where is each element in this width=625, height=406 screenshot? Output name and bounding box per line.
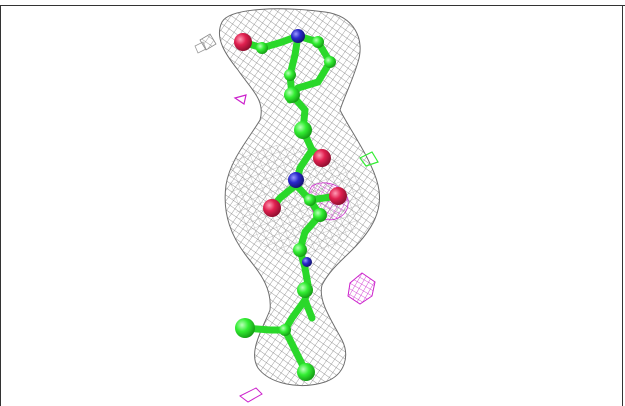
- carbon-atom: [313, 208, 327, 222]
- carbon-atom: [293, 243, 307, 257]
- density-mesh: [194, 8, 380, 386]
- carbon-atom: [279, 324, 291, 336]
- nitrogen-atom: [302, 257, 312, 267]
- carbon-atom: [294, 121, 312, 139]
- atoms: [234, 29, 347, 381]
- nitrogen-atom: [291, 29, 305, 43]
- oxygen-atom: [313, 149, 331, 167]
- carbon-atom: [304, 194, 316, 206]
- carbon-atom: [256, 42, 268, 54]
- carbon-atom: [297, 282, 313, 298]
- frame-right-border: [622, 5, 623, 406]
- carbon-atom: [297, 363, 315, 381]
- carbon-atom: [284, 69, 296, 81]
- oxygen-atom: [263, 199, 281, 217]
- carbon-atom: [284, 87, 300, 103]
- carbon-atom: [324, 56, 336, 68]
- frame-left-border: [0, 5, 1, 406]
- frame-top-border: [0, 5, 625, 6]
- carbon-atom: [235, 318, 255, 338]
- oxygen-atom: [234, 33, 252, 51]
- nitrogen-atom: [288, 172, 304, 188]
- oxygen-atom: [329, 187, 347, 205]
- carbon-atom: [312, 36, 324, 48]
